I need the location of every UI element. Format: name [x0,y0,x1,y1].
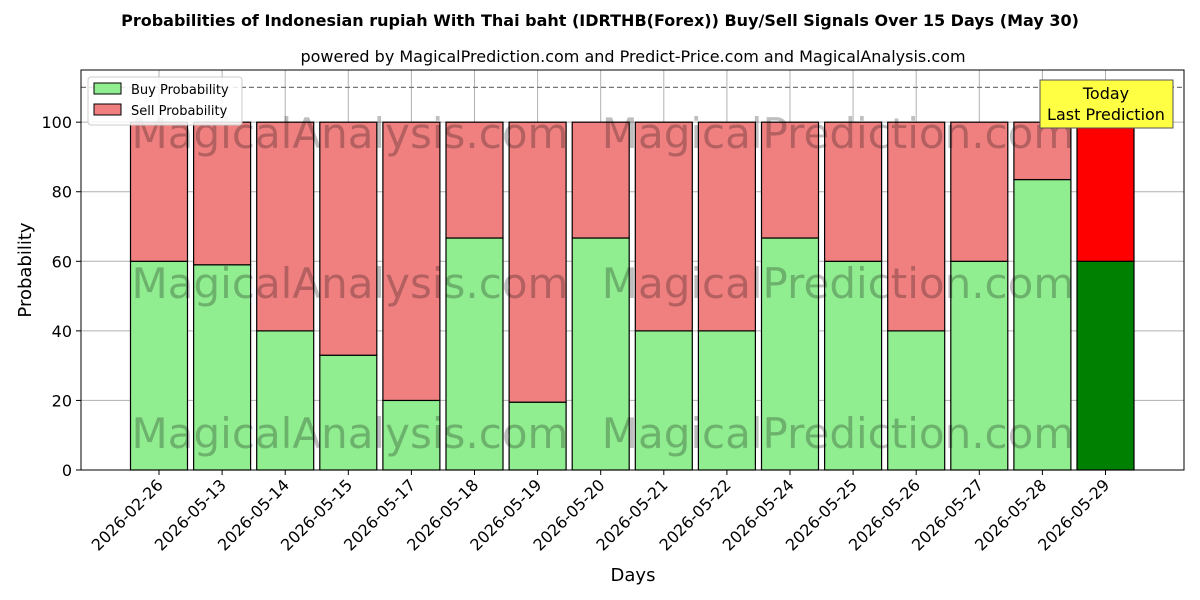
sell-bar [129,121,189,262]
y-tick-label: 0 [62,461,72,480]
annotation-text: Today [1082,84,1129,103]
legend-label-buy: Buy Probability [131,83,229,98]
x-axis-label: Days [611,565,656,586]
plot-frame [80,69,1185,471]
annotation-box [1039,79,1174,129]
y-tick-label: 20 [52,391,72,410]
buy-bar [823,260,883,471]
buy-bar [1076,260,1135,471]
sell-bar [950,121,1009,262]
sell-bar [571,121,630,239]
sell-bar [193,121,252,266]
legend-swatch-buy [93,82,122,95]
sell-bar [445,121,504,239]
sell-bar [760,121,820,239]
chart-subtitle: powered by MagicalPrediction.com and Pre… [300,47,965,66]
watermark-text: MagicalPrediction.com [602,409,1075,458]
sell-bar [256,121,315,332]
sell-bar [1076,121,1135,262]
y-tick-label: 60 [52,252,72,271]
annotation-text: Last Prediction [1047,105,1165,124]
sell-bar [697,121,757,332]
buy-bar [508,401,567,471]
buy-bar [382,399,441,471]
sell-bar [634,121,693,332]
legend-swatch-sell [93,103,122,116]
y-tick-label: 100 [41,113,72,132]
buy-bar [256,330,315,471]
watermark-text: MagicalPrediction.com [602,109,1075,158]
buy-bar [634,330,693,471]
plot-area: 0204060801002026-02-262026-05-132026-05-… [41,69,1185,555]
buy-bar [129,260,189,471]
buy-bar [950,260,1009,471]
watermark-text: MagicalAnalysis.com [132,259,569,308]
sell-bar [823,121,883,262]
sell-bar [382,121,441,402]
y-tick-label: 40 [52,322,72,341]
buy-bar [445,237,504,471]
sell-bar [319,121,378,356]
watermark-text: MagicalAnalysis.com [132,409,569,458]
sell-bar [887,121,946,332]
legend: Buy Probability Sell Probability [87,76,243,126]
buy-bar [1013,178,1072,471]
legend-box [87,76,243,126]
legend-label-sell: Sell Probability [131,104,228,119]
y-axis-label: Probability [15,222,36,317]
y-tick-label: 80 [52,183,72,202]
buy-bar [571,237,630,471]
watermark-text: MagicalPrediction.com [602,259,1075,308]
sell-bar [508,121,567,403]
chart-title: Probabilities of Indonesian rupiah With … [121,11,1079,30]
